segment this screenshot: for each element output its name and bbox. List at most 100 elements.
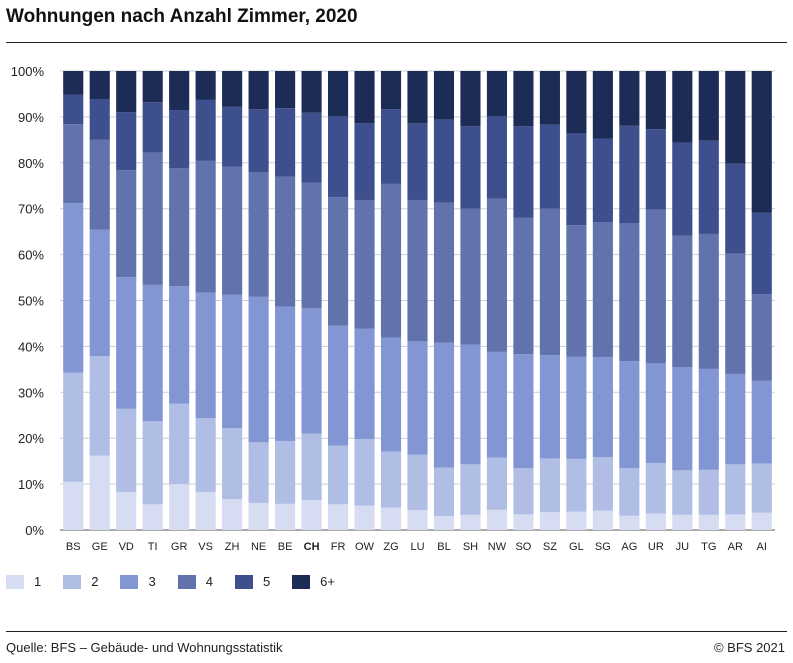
bar-segment-be-5 bbox=[275, 108, 296, 177]
x-tick-label: NE bbox=[251, 541, 266, 553]
bar-segment-so-5 bbox=[513, 126, 534, 218]
bar-segment-sg-3 bbox=[592, 356, 613, 458]
bar-segment-tg-2 bbox=[698, 469, 719, 515]
bar-segment-bl-5 bbox=[433, 119, 455, 203]
x-tick-label: AI bbox=[757, 541, 767, 553]
bar-segment-ow-5 bbox=[354, 123, 375, 200]
x-tick-label: GE bbox=[92, 541, 108, 553]
bar-segment-vs-4 bbox=[195, 160, 216, 293]
legend-swatch bbox=[120, 574, 139, 589]
bar-segment-ge-2 bbox=[89, 356, 110, 456]
bar-segment-bs-5 bbox=[63, 94, 84, 125]
bar-segment-gl-5 bbox=[566, 133, 587, 226]
y-tick-label: 30% bbox=[18, 385, 44, 400]
bar-stack-be bbox=[275, 71, 296, 530]
legend-item: 4 bbox=[177, 574, 213, 589]
bar-segment-fr-1 bbox=[327, 504, 349, 530]
bar-stack-ch bbox=[301, 71, 322, 530]
bar-stack-ow bbox=[354, 71, 375, 530]
bar-stack-nw bbox=[486, 71, 508, 530]
bar-segment-sz-5 bbox=[539, 124, 560, 209]
bar-stack-sz bbox=[539, 71, 560, 530]
bar-segment-ag-3 bbox=[619, 361, 640, 469]
bar-segment-ge-6plus bbox=[89, 71, 110, 99]
bar-segment-sg-2 bbox=[592, 457, 613, 511]
bar-segment-bs-6plus bbox=[63, 71, 84, 95]
bar-segment-ow-2 bbox=[354, 439, 375, 506]
legend-swatch bbox=[292, 574, 311, 589]
bar-segment-ow-6plus bbox=[354, 71, 375, 124]
chart-title: Wohnungen nach Anzahl Zimmer, 2020 bbox=[6, 6, 358, 27]
y-tick-label: 70% bbox=[18, 202, 44, 217]
y-tick-label: 20% bbox=[18, 431, 44, 446]
bar-segment-ne-5 bbox=[248, 109, 269, 172]
bar-segment-gl-4 bbox=[566, 225, 587, 357]
bar-segment-nw-1 bbox=[486, 509, 508, 530]
y-tick-label: 60% bbox=[18, 248, 44, 263]
bar-segment-nw-6plus bbox=[486, 71, 508, 116]
x-tick-label: ZG bbox=[383, 541, 398, 553]
bar-stack-ag bbox=[619, 71, 640, 530]
bar-segment-ur-6plus bbox=[645, 71, 666, 130]
bar-segment-sz-1 bbox=[539, 512, 560, 530]
x-tick-label: OW bbox=[355, 541, 375, 553]
bar-segment-fr-2 bbox=[327, 445, 349, 505]
bar-segment-ur-5 bbox=[645, 129, 666, 210]
bar-segment-ur-1 bbox=[645, 513, 666, 530]
bar-segment-fr-3 bbox=[327, 325, 349, 446]
bar-segment-zh-4 bbox=[222, 166, 243, 295]
x-tick-label: TI bbox=[148, 541, 158, 553]
bar-stack-so bbox=[513, 71, 534, 530]
bar-segment-ai-1 bbox=[751, 512, 772, 530]
bar-segment-bl-3 bbox=[433, 342, 455, 468]
y-axis-ticks: 0% 10% 20% 30% 40% 50% 60% 70% 80% 90% 100% bbox=[11, 64, 45, 538]
bar-segment-vd-6plus bbox=[116, 71, 137, 113]
bar-segment-zg-4 bbox=[380, 183, 402, 338]
bar-segment-ag-6plus bbox=[619, 71, 640, 126]
bar-segment-zg-5 bbox=[380, 109, 402, 184]
bar-segment-be-4 bbox=[275, 176, 296, 307]
bar-segment-sh-1 bbox=[460, 514, 481, 530]
bar-stack-ai bbox=[751, 71, 772, 530]
bar-segment-ai-3 bbox=[751, 380, 772, 464]
bar-segment-so-2 bbox=[513, 468, 534, 515]
bar-segment-zg-1 bbox=[380, 507, 402, 530]
bar-segment-ne-3 bbox=[248, 296, 269, 443]
bar-segment-ur-4 bbox=[645, 209, 666, 364]
legend-item: 2 bbox=[63, 574, 98, 589]
bar-segment-sh-2 bbox=[460, 464, 481, 515]
bar-segment-sh-3 bbox=[460, 344, 481, 465]
bar-segment-sz-2 bbox=[539, 458, 560, 513]
bar-segment-so-1 bbox=[513, 514, 534, 530]
bar-segment-zg-6plus bbox=[380, 71, 402, 110]
bar-segment-lu-5 bbox=[407, 123, 428, 200]
legend-item: 3 bbox=[120, 574, 156, 589]
bar-stack-vs bbox=[195, 71, 216, 530]
bar-segment-be-2 bbox=[275, 440, 296, 504]
bar-segment-ge-3 bbox=[89, 229, 110, 357]
bar-segment-so-6plus bbox=[513, 71, 534, 127]
bar-segment-gr-2 bbox=[169, 403, 190, 485]
x-tick-label: BS bbox=[66, 541, 81, 553]
bar-segment-ch-4 bbox=[301, 182, 322, 309]
bar-segment-lu-6plus bbox=[407, 71, 428, 124]
bar-segment-vd-2 bbox=[116, 408, 137, 492]
bar-segment-zg-2 bbox=[380, 451, 402, 508]
bar-segment-ti-3 bbox=[142, 284, 163, 422]
bar-stack-gr bbox=[169, 71, 190, 530]
bar-segment-ch-6plus bbox=[301, 71, 322, 113]
bar-segment-sh-4 bbox=[460, 208, 481, 345]
x-tick-label: SO bbox=[515, 541, 531, 553]
bar-segment-tg-4 bbox=[698, 233, 719, 369]
bar-segment-ch-2 bbox=[301, 433, 322, 501]
bar-segment-ur-2 bbox=[645, 462, 666, 514]
bar-stack-vd bbox=[116, 71, 137, 530]
bar-segment-zg-3 bbox=[380, 337, 402, 452]
bar-segment-ti-2 bbox=[142, 421, 163, 505]
bar-stack-zg bbox=[380, 71, 402, 530]
bar-segment-nw-3 bbox=[486, 351, 508, 458]
bar-segment-ai-4 bbox=[751, 294, 772, 381]
bar-segment-ar-3 bbox=[725, 373, 746, 465]
copyright-note: © BFS 2021 bbox=[713, 640, 785, 655]
bar-segment-nw-5 bbox=[486, 115, 508, 199]
